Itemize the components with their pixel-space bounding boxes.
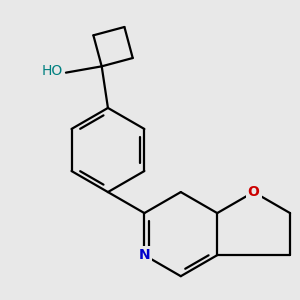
Text: N: N	[139, 248, 150, 262]
Text: O: O	[248, 185, 260, 199]
Text: HO: HO	[41, 64, 63, 77]
